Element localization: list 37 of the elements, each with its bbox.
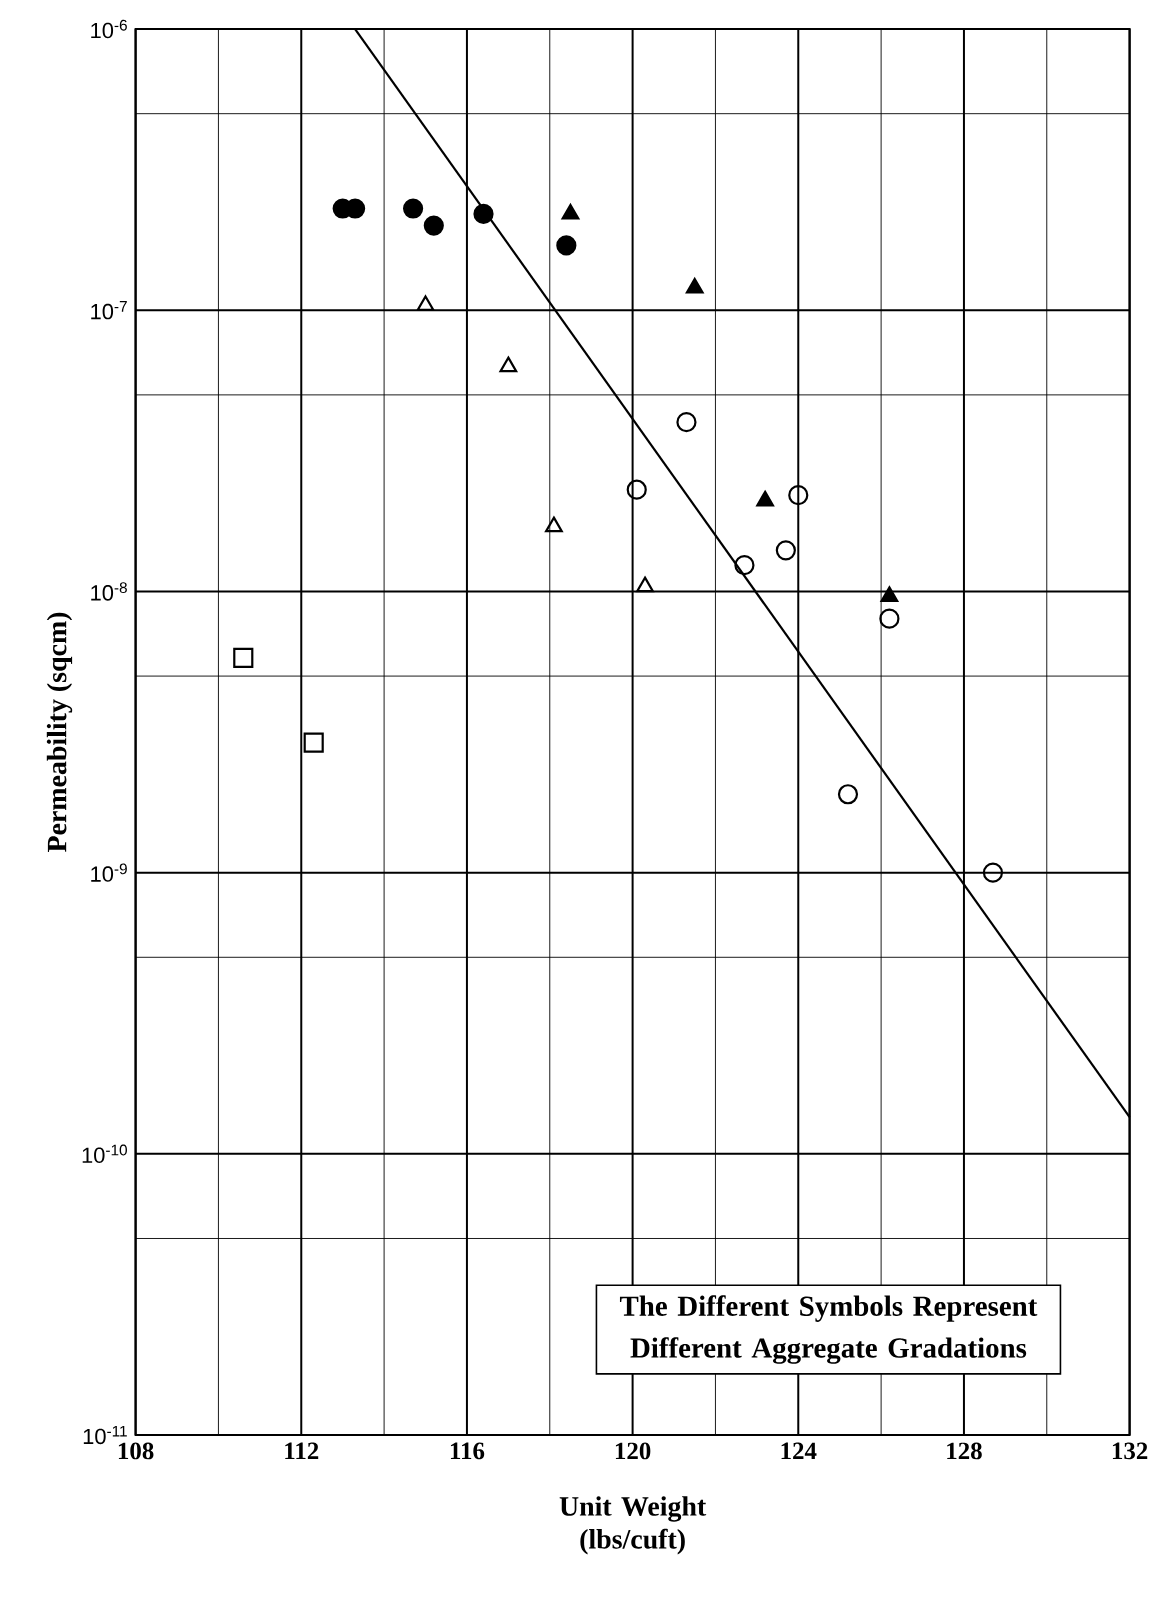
point xyxy=(499,356,518,373)
point xyxy=(775,540,796,561)
y-tick-label: 10$^{-10}$ xyxy=(82,1144,127,1164)
point xyxy=(676,412,697,433)
y-axis-title: Permeability (sqcm) xyxy=(46,612,73,853)
point xyxy=(345,198,366,219)
point xyxy=(303,732,324,753)
x-tick-label: 124 xyxy=(781,1442,817,1460)
point xyxy=(837,784,859,805)
y-tick-label: 10$^{-8}$ xyxy=(91,582,127,601)
point xyxy=(879,608,900,629)
point xyxy=(756,490,775,507)
point xyxy=(423,215,444,236)
point xyxy=(473,203,494,225)
annotation: The Different Symbols Represent Different Aggregate Gradations xyxy=(619,1295,1038,1364)
point xyxy=(233,647,254,669)
x-tick-label: 132 xyxy=(1112,1442,1148,1460)
point xyxy=(734,555,755,576)
y-tick-label: 10$^{-6}$ xyxy=(91,19,127,39)
point xyxy=(626,479,647,500)
x-axis-title: Unit Weight (lbs/cuft) xyxy=(559,1496,707,1555)
point xyxy=(788,485,809,506)
x-tick-label: 112 xyxy=(285,1442,319,1460)
point xyxy=(636,576,654,593)
x-tick-label: 128 xyxy=(947,1442,982,1460)
point xyxy=(880,586,899,603)
point xyxy=(982,862,1004,883)
point xyxy=(402,198,424,219)
x-tick-label: 120 xyxy=(615,1442,651,1460)
point xyxy=(685,277,704,294)
x-tick-label: 116 xyxy=(450,1442,485,1460)
point xyxy=(416,295,435,312)
point xyxy=(556,235,577,256)
y-tick-label: 10$^{-9}$ xyxy=(91,863,127,882)
point xyxy=(545,516,563,533)
y-tick-label: 10$^{-7}$ xyxy=(91,301,127,320)
point xyxy=(561,203,580,220)
